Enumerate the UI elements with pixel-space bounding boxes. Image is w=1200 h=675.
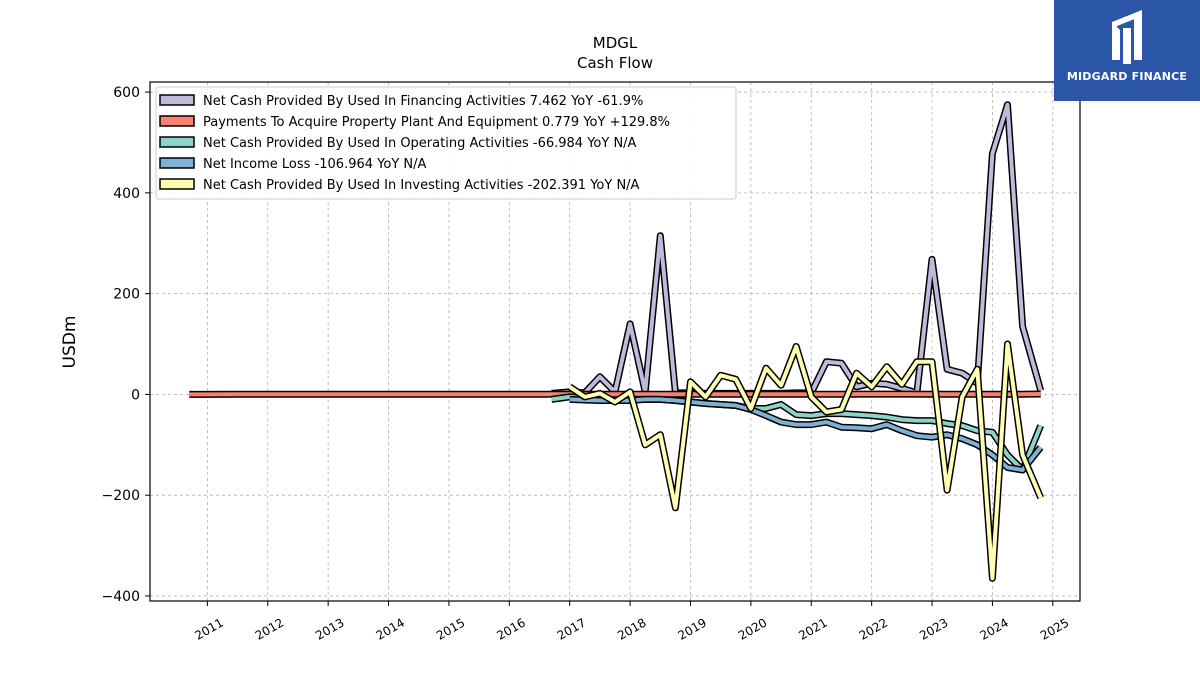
legend-label: Net Cash Provided By Used In Operating A… bbox=[203, 136, 637, 151]
series-line-4 bbox=[567, 340, 1044, 582]
legend-swatch bbox=[159, 115, 195, 127]
plot-area-frame bbox=[149, 81, 1081, 602]
x-tick-label: 2015 bbox=[434, 615, 467, 642]
legend-swatch bbox=[159, 157, 195, 169]
x-tick-label: 2011 bbox=[192, 615, 225, 642]
series-stroke bbox=[551, 394, 1043, 472]
y-tick-label: 200 bbox=[113, 287, 140, 303]
series-line-2 bbox=[551, 393, 1044, 474]
series-stroke bbox=[569, 397, 1043, 472]
x-tick-label: 2016 bbox=[494, 615, 527, 642]
x-tick-label: 2018 bbox=[615, 615, 648, 642]
legend-box bbox=[155, 86, 737, 200]
y-tick-label: 0 bbox=[131, 387, 140, 403]
series-lines bbox=[189, 101, 1045, 582]
legend-label: Net Income Loss -106.964 YoY N/A bbox=[203, 157, 426, 172]
y-axis-label: USDm bbox=[60, 316, 80, 369]
x-tick-label: 2024 bbox=[977, 615, 1010, 642]
y-tick-label: 400 bbox=[113, 186, 140, 202]
chart-title: MDGL bbox=[593, 34, 638, 52]
x-tick-label: 2020 bbox=[736, 615, 769, 642]
legend: Net Cash Provided By Used In Financing A… bbox=[155, 86, 737, 200]
x-tick-label: 2022 bbox=[857, 615, 890, 642]
x-tick-label: 2019 bbox=[676, 615, 709, 642]
midgard-logo-icon bbox=[1112, 10, 1142, 64]
series-line-3 bbox=[569, 395, 1044, 474]
legend-swatch bbox=[159, 94, 195, 106]
y-tick-label: 600 bbox=[113, 85, 140, 101]
y-tick-label: −200 bbox=[102, 488, 140, 504]
legend-label: Net Cash Provided By Used In Investing A… bbox=[203, 178, 640, 193]
series-outline bbox=[551, 393, 1044, 474]
chart-subtitle: Cash Flow bbox=[577, 54, 653, 72]
legend-swatch bbox=[159, 136, 195, 148]
x-tick-label: 2023 bbox=[917, 615, 950, 642]
brand-logo: MIDGARD FINANCE bbox=[1054, 0, 1200, 101]
legend-label: Net Cash Provided By Used In Financing A… bbox=[203, 94, 643, 109]
x-tick-label: 2017 bbox=[555, 615, 588, 642]
legend-label: Payments To Acquire Property Plant And E… bbox=[203, 115, 670, 130]
x-tick-label: 2025 bbox=[1038, 615, 1071, 642]
x-tick-label: 2021 bbox=[796, 615, 829, 642]
legend-swatch bbox=[159, 178, 195, 190]
series-stroke bbox=[568, 342, 1043, 581]
x-tick-label: 2013 bbox=[313, 615, 346, 642]
brand-name: MIDGARD FINANCE bbox=[1066, 70, 1188, 83]
y-tick-label: −400 bbox=[102, 589, 140, 605]
x-tick-label: 2014 bbox=[374, 615, 407, 642]
x-tick-label: 2012 bbox=[253, 615, 286, 642]
